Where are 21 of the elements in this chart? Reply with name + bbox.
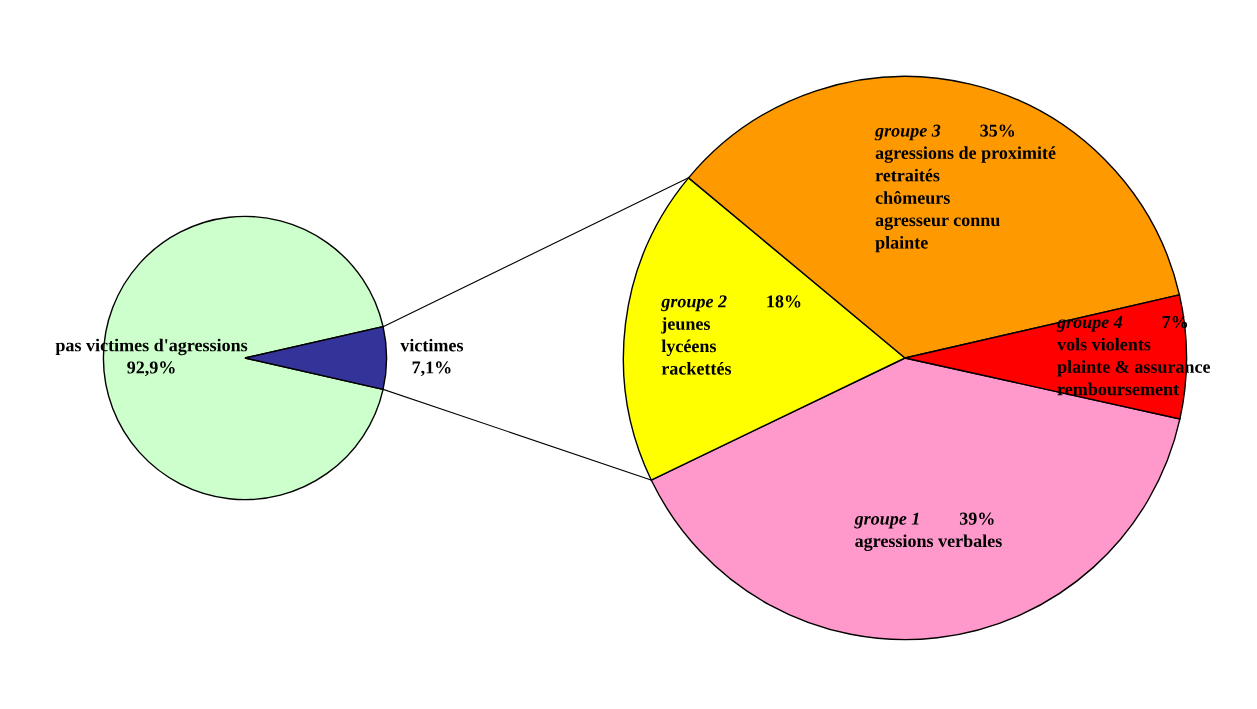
text: agresseur connu <box>875 216 1000 230</box>
text: remboursement <box>1057 382 1180 396</box>
data-label: 18% <box>767 295 801 308</box>
slice-label: groupe 1 <box>854 512 919 529</box>
slice-label: groupe 4 <box>1056 316 1123 332</box>
text: vols violents <box>1057 337 1151 351</box>
slice-label: groupe 2 <box>660 295 727 312</box>
text: retraités <box>875 168 940 182</box>
text: agressions de proximité <box>875 146 1056 163</box>
text: agressions verbales <box>855 534 1002 551</box>
text: plainte <box>875 235 928 253</box>
slice-label: groupe 3 <box>874 124 941 141</box>
text: lycéens <box>661 339 717 357</box>
data-label: 7,1% <box>412 361 451 377</box>
data-label: 92,9% <box>127 361 175 377</box>
text: chômeurs <box>875 190 950 204</box>
data-label: 39% <box>959 512 994 525</box>
slice-label: victimes <box>400 338 464 352</box>
text: rackettés <box>661 361 732 375</box>
text: jeunes <box>661 317 711 334</box>
data-label: 35% <box>980 124 1015 137</box>
